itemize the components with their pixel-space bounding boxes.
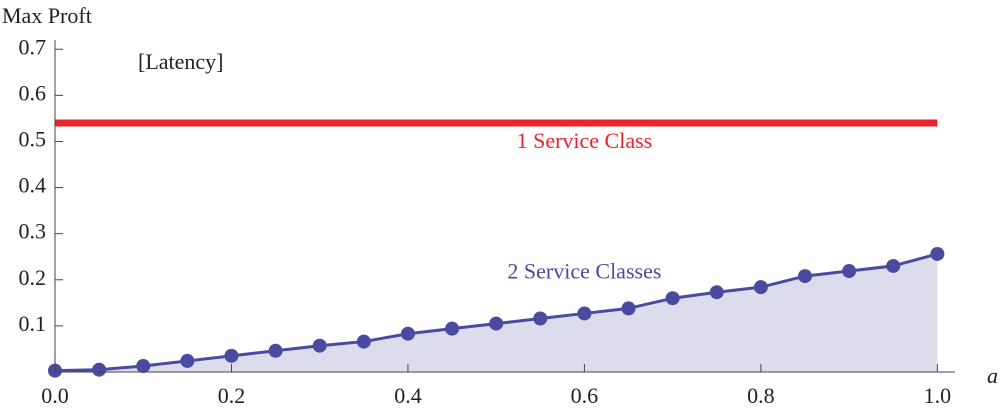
point <box>577 306 592 321</box>
point <box>92 362 107 377</box>
point <box>753 280 768 295</box>
y-tick-label: 0.3 <box>19 219 47 244</box>
point <box>356 334 371 349</box>
point <box>136 359 151 374</box>
point <box>842 264 857 279</box>
x-tick-label: 0.4 <box>394 383 422 408</box>
x-tick-label: 0.0 <box>41 383 69 408</box>
point <box>886 258 901 273</box>
point <box>400 326 415 341</box>
point <box>621 301 636 316</box>
y-tick-label: 0.7 <box>19 34 47 59</box>
x-tick-label: 0.2 <box>218 383 246 408</box>
series-label: 1 Service Class <box>517 128 653 153</box>
point <box>798 269 812 284</box>
series-label: 2 Service Classes <box>507 258 661 283</box>
point <box>180 353 195 368</box>
y-tick-label: 0.1 <box>19 311 47 336</box>
annotation: [Latency] <box>138 49 224 74</box>
point <box>665 291 680 306</box>
point <box>489 316 504 331</box>
y-tick-label: 0.5 <box>19 126 47 151</box>
y-tick-label: 0.6 <box>19 80 47 105</box>
y-tick-label: 0.4 <box>19 173 47 198</box>
y-tick-label: 0.2 <box>19 265 47 290</box>
x-axis-label: a <box>987 363 998 388</box>
x-tick-label: 1.0 <box>924 383 952 408</box>
point <box>312 338 327 353</box>
point <box>930 246 945 261</box>
point <box>224 348 239 363</box>
point <box>445 321 460 336</box>
point <box>268 343 283 358</box>
chart-title: Max Proft <box>2 3 92 28</box>
point <box>533 311 548 326</box>
point <box>709 285 724 300</box>
x-tick-label: 0.6 <box>571 383 599 408</box>
x-tick-label: 0.8 <box>747 383 775 408</box>
area <box>55 253 938 372</box>
